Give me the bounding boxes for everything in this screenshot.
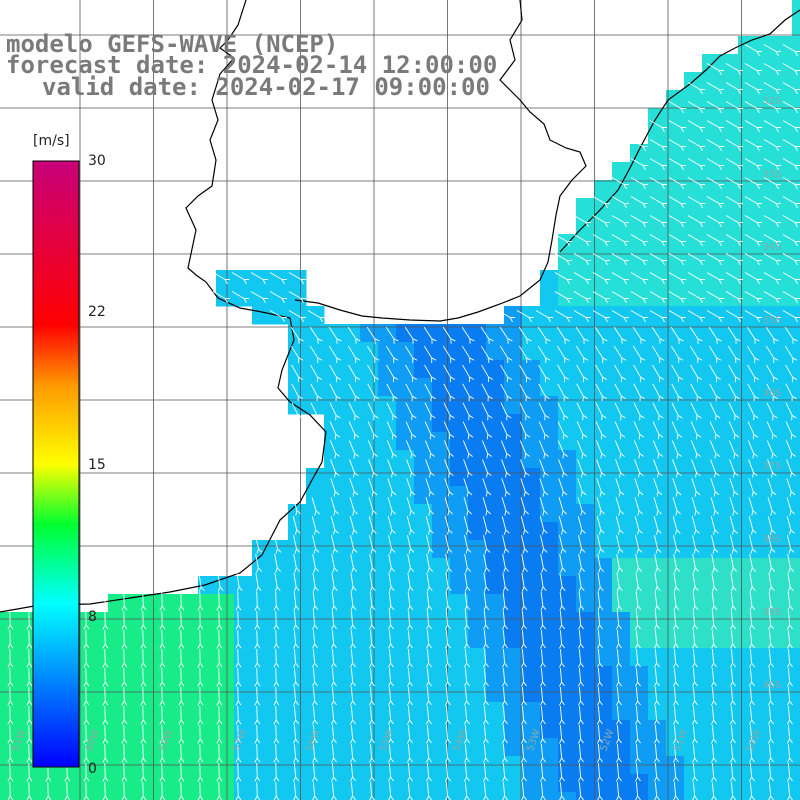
coastline — [0, 0, 800, 613]
lat-label: 39S — [762, 607, 781, 618]
colorbar-unit: [m/s] — [33, 133, 70, 149]
colorbar-tick-8: 8 — [88, 609, 97, 625]
colorbar-tick-15: 15 — [88, 457, 106, 473]
lat-label: 33S — [762, 169, 781, 180]
lat-label: 38S — [762, 534, 781, 545]
colorbar-tick-0: 0 — [88, 761, 97, 777]
lat-label: 32S — [762, 96, 781, 107]
title-line-1: modelo GEFS-WAVE (NCEP) — [6, 30, 339, 58]
colorbar-tick-30: 30 — [88, 153, 106, 169]
lat-label: 36S — [762, 388, 781, 399]
title-line-2: forecast date: 2024-02-14 12:00:00 — [6, 51, 498, 79]
latitude-labels: 32S 33S 34S 35S 36S 37S 38S 39S 40S — [762, 96, 781, 691]
colorbar-tick-22: 22 — [88, 304, 106, 320]
colorbar — [32, 160, 80, 768]
lat-label: 37S — [762, 461, 781, 472]
wind-vectors — [7, 44, 800, 800]
lat-label: 34S — [762, 242, 781, 253]
lat-label: 40S — [762, 680, 781, 691]
title-line-3: valid date: 2024-02-17 09:00:00 — [42, 73, 490, 101]
lat-label: 35S — [762, 315, 781, 326]
